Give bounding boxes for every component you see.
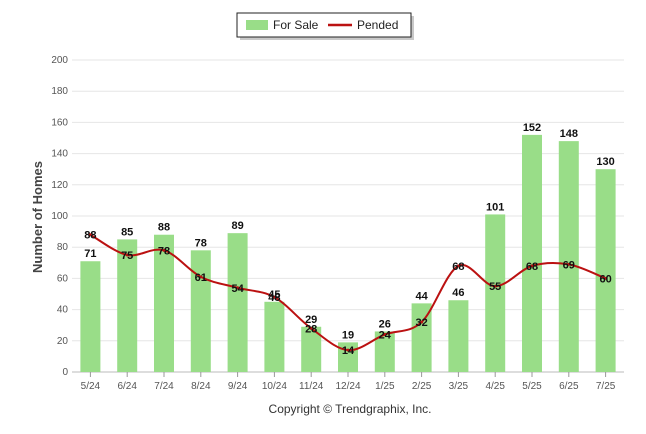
point-pended[interactable] [88,233,92,237]
legend-swatch-for-sale [246,20,268,30]
data-label-for-sale: 85 [121,226,133,238]
data-label-pended: 54 [231,283,244,295]
point-pended[interactable] [420,320,424,324]
data-label-pended: 28 [305,323,317,335]
bar-for-sale[interactable] [264,301,285,372]
point-pended[interactable] [383,333,387,337]
data-label-pended: 24 [379,330,392,342]
x-tick-label: 4/25 [485,381,505,392]
data-label-pended: 69 [563,259,575,271]
y-tick-label: 60 [57,273,69,284]
data-label-for-sale: 71 [84,248,96,260]
x-tick-label: 10/24 [262,381,287,392]
y-tick-label: 40 [57,305,69,316]
data-label-for-sale: 148 [560,128,578,140]
axis-layer: 0 20 40 60 80 100 120 140 160 180 200 5/24 6/24 7/24 8… [51,55,615,392]
data-label-pended: 88 [84,230,96,242]
point-pended[interactable] [346,348,350,352]
y-tick-label: 180 [51,86,68,97]
data-label-pended: 60 [599,273,611,285]
y-axis-title: Number of Homes [30,161,45,273]
point-pended[interactable] [272,295,276,299]
x-tick-label: 12/24 [335,381,360,392]
point-pended[interactable] [567,262,571,266]
point-pended[interactable] [309,326,313,330]
bar-for-sale[interactable] [522,134,542,372]
point-pended[interactable] [604,276,608,280]
data-label-for-sale: 46 [452,287,464,299]
point-pended[interactable] [456,264,460,268]
data-label-pended: 78 [158,245,170,257]
data-label-for-sale: 78 [195,237,207,249]
data-label-for-sale: 101 [486,201,504,213]
legend[interactable]: For Sale Pended [236,12,414,40]
point-pended[interactable] [530,264,534,268]
x-tick-label: 7/25 [596,381,616,392]
bar-for-sale[interactable] [117,239,138,372]
bar-for-sale[interactable] [485,214,506,372]
data-label-for-sale: 44 [415,290,428,302]
point-pended[interactable] [493,284,497,288]
data-label-for-sale: 88 [158,222,170,234]
y-tick-label: 100 [51,211,68,222]
bar-for-sale[interactable] [154,234,174,372]
bar-for-sale[interactable] [80,261,101,372]
copyright-text: Copyright © Trendgraphix, Inc. [269,402,432,416]
data-label-for-sale: 45 [268,289,280,301]
data-label-pended: 55 [489,281,501,293]
y-tick-label: 160 [51,117,68,128]
bar-for-sale[interactable] [411,303,432,372]
x-tick-label: 6/25 [559,381,579,392]
legend-label-pended: Pended [357,18,398,32]
bar-for-sale[interactable] [374,331,395,372]
data-label-pended: 32 [415,317,427,329]
data-label-layer: 71 85 88 78 89 45 29 19 26 44 46 101 152 148 130 88 75 78… [84,122,615,357]
bar-for-sale[interactable] [301,326,322,372]
data-label-for-sale: 130 [596,156,614,168]
y-tick-label: 0 [62,367,68,378]
y-tick-label: 200 [51,55,68,66]
point-pended[interactable] [236,286,240,290]
bar-for-sale[interactable] [190,250,211,372]
x-tick-label: 6/24 [117,381,137,392]
point-pended[interactable] [125,253,129,257]
x-tick-label: 3/25 [449,381,469,392]
data-label-pended: 48 [268,292,280,304]
data-label-pended: 61 [195,272,207,284]
data-label-pended: 75 [121,250,133,262]
line-layer [88,233,608,352]
x-tick-label: 8/24 [191,381,211,392]
data-label-for-sale: 89 [231,220,243,232]
bar-for-sale[interactable] [227,233,248,372]
data-label-for-sale: 26 [379,318,391,330]
bar-for-sale[interactable] [558,141,579,372]
data-label-for-sale: 19 [342,329,354,341]
x-tick-label: 1/25 [375,381,395,392]
data-label-for-sale: 152 [523,122,541,134]
bar-layer [80,134,616,372]
y-tick-label: 140 [51,149,68,160]
x-tick-label: 2/25 [412,381,432,392]
bar-for-sale[interactable] [595,169,616,372]
x-tick-label: 9/24 [228,381,248,392]
point-pended[interactable] [199,275,203,279]
data-label-pended: 14 [342,345,355,357]
data-label-for-sale: 29 [305,314,317,326]
data-label-pended: 68 [452,261,464,273]
point-pended[interactable] [162,248,166,252]
data-label-pended: 68 [526,261,538,273]
x-tick-label: 5/25 [522,381,542,392]
x-tick-label: 7/24 [154,381,174,392]
legend-label-for-sale: For Sale [273,18,319,32]
x-tick-label: 11/24 [299,381,324,392]
bar-for-sale[interactable] [448,300,469,372]
x-tick-label: 5/24 [81,381,101,392]
y-tick-label: 120 [51,180,68,191]
y-tick-label: 80 [57,242,69,253]
y-tick-label: 20 [57,336,69,347]
